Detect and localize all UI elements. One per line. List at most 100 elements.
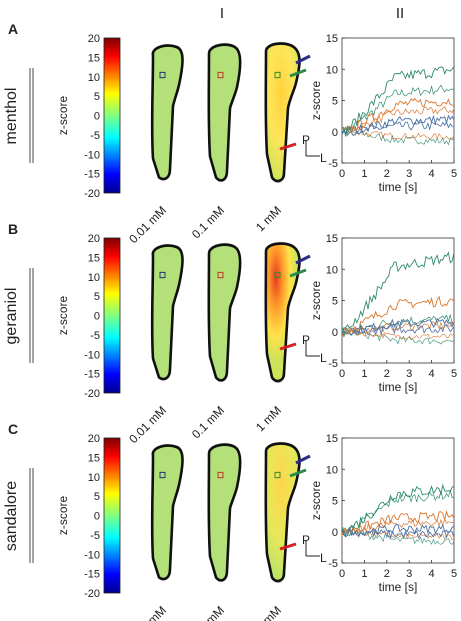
colorbar-tick-label: 5 (94, 291, 100, 303)
x-tick-label: 3 (406, 568, 412, 580)
trace (341, 251, 455, 338)
column-label-i: I (220, 5, 224, 22)
odorant-label: geraniol (3, 288, 20, 345)
arrow-blue (295, 54, 311, 65)
colorbar-tick-label: -10 (84, 349, 100, 361)
y-axis-label: z-score (309, 81, 323, 121)
orientation-p: P (302, 333, 310, 347)
y-tick-label: -5 (328, 558, 338, 570)
bulb-map (207, 43, 242, 182)
x-tick-label: 5 (451, 368, 457, 380)
roi-marker (217, 71, 224, 79)
roi-marker (274, 71, 281, 79)
x-tick-label: 4 (429, 368, 435, 380)
colorbar-tick-label: 15 (88, 252, 100, 264)
x-tick-label: 1 (361, 568, 367, 580)
trace (341, 483, 455, 538)
trace (341, 324, 455, 336)
trace (341, 114, 455, 136)
x-tick-label: 4 (429, 168, 435, 180)
bulb-outline (264, 242, 301, 383)
y-axis-label: z-score (309, 281, 323, 321)
arrow-red (279, 142, 297, 151)
colorbar (103, 237, 121, 394)
x-tick-label: 2 (384, 168, 390, 180)
bulb-outline (264, 42, 301, 183)
x-tick-label: 3 (406, 368, 412, 380)
plot-frame (341, 37, 455, 164)
x-tick-label: 2 (384, 368, 390, 380)
y-tick-label: 10 (326, 264, 338, 276)
concentration-label: 0.1 mM (189, 603, 227, 621)
colorbar-tick-label: 20 (88, 33, 100, 45)
trace (341, 528, 455, 541)
colorbar-label: z-score (56, 296, 70, 336)
arrow-blue (295, 254, 311, 265)
concentration-label: 0.1 mM (189, 203, 227, 241)
colorbar-tick-label: -5 (90, 530, 100, 542)
x-tick-label: 2 (384, 568, 390, 580)
x-tick-label: 1 (361, 168, 367, 180)
trace (341, 66, 455, 137)
x-axis-label: time [s] (379, 580, 418, 594)
odorant-label: menthol (3, 88, 20, 145)
orientation-l: L (320, 351, 327, 365)
concentration-label: 1 mM (253, 403, 284, 434)
bulb-outline (150, 444, 184, 581)
colorbar-tick-label: -10 (84, 549, 100, 561)
colorbar-tick-label: 0 (94, 111, 100, 123)
bulb-outline (264, 442, 301, 583)
colorbar-tick-label: 20 (88, 433, 100, 445)
colorbar-tick-label: 5 (94, 91, 100, 103)
y-tick-label: 5 (332, 496, 338, 508)
colorbar-tick-label: -20 (84, 188, 100, 200)
bulb-map (264, 442, 301, 583)
bulb-map (150, 444, 184, 581)
colorbar-tick-label: -20 (84, 588, 100, 600)
orientation-l: L (320, 551, 327, 565)
trace (341, 314, 455, 335)
roi-marker (217, 271, 224, 279)
colorbar-tick-label: -5 (90, 130, 100, 142)
trace (341, 317, 455, 336)
bulb-map (264, 42, 301, 183)
y-tick-label: 5 (332, 296, 338, 308)
roi-marker (274, 271, 281, 279)
x-tick-label: 5 (451, 168, 457, 180)
odorant-label: sandalore (3, 481, 20, 551)
colorbar-tick-label: -15 (84, 369, 100, 381)
colorbar-tick-label: 10 (88, 472, 100, 484)
x-tick-label: 3 (406, 168, 412, 180)
y-axis-label: z-score (309, 481, 323, 521)
concentration-label: 1 mM (253, 603, 284, 621)
arrow-green (289, 468, 307, 478)
colorbar-label: z-score (56, 96, 70, 136)
panel-c: Csandalore20151050-5-10-15-20z-score0.01… (3, 421, 457, 621)
bulb-map (150, 44, 184, 181)
concentration-label: 1 mM (253, 203, 284, 234)
colorbar-tick-label: 15 (88, 452, 100, 464)
y-tick-label: 10 (326, 464, 338, 476)
column-label-ii: II (396, 5, 404, 22)
x-tick-label: 0 (339, 568, 345, 580)
colorbar-tick-label: 5 (94, 491, 100, 503)
plot-frame (341, 437, 455, 564)
y-tick-label: 0 (332, 327, 338, 339)
bulb-outline (207, 243, 242, 382)
trace (341, 510, 455, 536)
roi-marker (274, 471, 281, 479)
arrow-red (279, 342, 297, 351)
trace (341, 489, 455, 537)
x-axis-label: time [s] (379, 380, 418, 394)
arrow-green (289, 268, 307, 278)
bulb-outline (207, 443, 242, 582)
orientation-p: P (302, 133, 310, 147)
arrow-green (289, 68, 307, 78)
colorbar-tick-label: 20 (88, 233, 100, 245)
x-axis-label: time [s] (379, 180, 418, 194)
roi-marker (159, 71, 166, 79)
x-tick-label: 0 (339, 168, 345, 180)
bulb-outline (207, 43, 242, 182)
y-tick-label: -5 (328, 158, 338, 170)
